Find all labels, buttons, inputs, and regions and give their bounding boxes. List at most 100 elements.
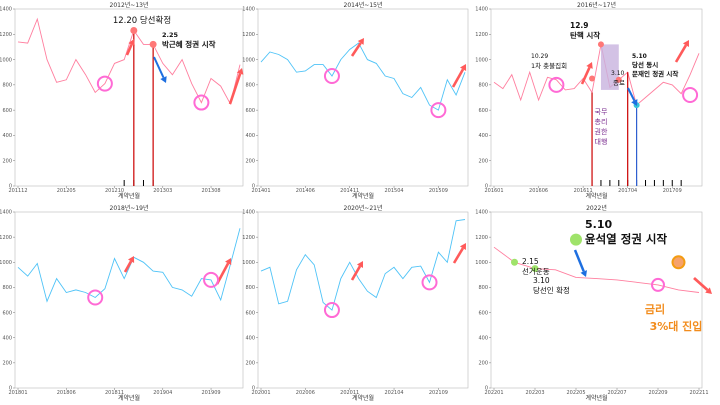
- arrow-shaft: [123, 260, 133, 273]
- arrow-head: [225, 258, 232, 265]
- event-marker: [597, 41, 604, 48]
- trend-arrow: [125, 39, 135, 56]
- x-tick-label: 202201: [484, 390, 503, 396]
- arrow-head: [236, 68, 244, 75]
- series-line: [493, 44, 700, 106]
- y-tick-label: 0: [9, 386, 12, 392]
- arrow-head: [128, 256, 135, 263]
- y-tick-label: 1200: [475, 235, 488, 241]
- highlight-circle: [548, 76, 565, 93]
- y-tick-label: 1400: [0, 7, 12, 13]
- x-tick-label: 201210: [105, 188, 124, 194]
- arrow-shaft: [573, 249, 585, 272]
- y-tick-label: 1200: [0, 235, 12, 241]
- annotation-label: 3.10: [611, 70, 625, 77]
- y-tick-label: 1000: [475, 260, 488, 266]
- trend-arrow: [350, 38, 364, 57]
- series-line: [260, 219, 466, 311]
- annotation-label: 탄핵 시작: [570, 30, 600, 40]
- y-tick-label: 1400: [242, 210, 255, 216]
- x-tick-label: 201308: [201, 188, 220, 194]
- y-tick-label: 400: [478, 133, 488, 139]
- x-axis-label: 계약년월: [118, 192, 140, 200]
- highlight-circle: [203, 271, 220, 288]
- series-line: [493, 246, 700, 293]
- y-tick-label: 600: [2, 310, 12, 316]
- highlight-circle: [193, 94, 210, 111]
- trend-arrow: [123, 256, 135, 273]
- y-tick-label: 200: [2, 158, 12, 164]
- highlight-circle: [421, 274, 438, 291]
- x-tick-label: 201611: [574, 188, 593, 194]
- chart-title: 2018년~19년: [110, 204, 149, 212]
- plot-frame: [14, 211, 244, 389]
- x-tick-label: 201504: [384, 188, 403, 194]
- x-tick-label: 202209: [648, 390, 667, 396]
- y-tick-label: 0: [252, 184, 255, 190]
- series-line: [260, 42, 466, 111]
- y-tick-label: 200: [2, 361, 12, 367]
- trend-arrow: [228, 68, 244, 105]
- x-tick-label: 201406: [296, 188, 315, 194]
- chart-title: 2014년~15년: [344, 1, 383, 9]
- y-tick-label: 800: [245, 285, 255, 291]
- y-tick-label: 800: [478, 83, 488, 89]
- x-tick-label: 201709: [663, 188, 682, 194]
- arrow-head: [357, 38, 364, 45]
- y-tick-label: 0: [485, 386, 488, 392]
- arrow-head: [705, 287, 712, 294]
- arrow-shaft: [452, 247, 465, 264]
- highlight-circle: [87, 289, 104, 306]
- arrow-head: [631, 99, 638, 106]
- y-tick-label: 600: [245, 108, 255, 114]
- y-tick-label: 0: [485, 184, 488, 190]
- arrow-shaft: [451, 68, 465, 88]
- x-tick-label: 201303: [153, 188, 172, 194]
- y-tick-label: 400: [245, 133, 255, 139]
- plot-frame: [14, 8, 244, 187]
- arrow-shaft: [228, 73, 242, 105]
- plot-frame: [490, 8, 703, 187]
- annotation-label: 금리: [645, 302, 665, 316]
- y-tick-label: 600: [478, 108, 488, 114]
- arrow-shaft: [674, 44, 688, 63]
- y-tick-label: 600: [2, 108, 12, 114]
- x-tick-label: 202109: [429, 390, 448, 396]
- y-tick-label: 1200: [242, 32, 255, 38]
- x-axis-label: 계약년월: [352, 192, 374, 200]
- annotation-label: 1차 촛불집회: [531, 61, 567, 70]
- y-tick-label: 200: [245, 158, 255, 164]
- y-tick-label: 1000: [0, 260, 12, 266]
- arrow-head: [682, 40, 689, 47]
- x-tick-label: 202211: [689, 390, 708, 396]
- event-marker: [531, 265, 539, 273]
- highlight-circle: [323, 302, 340, 319]
- highlight-circle: [430, 102, 447, 119]
- interim-period-box: [600, 44, 619, 90]
- y-tick-label: 800: [2, 285, 12, 291]
- y-tick-label: 200: [245, 361, 255, 367]
- x-tick-label: 201411: [340, 188, 359, 194]
- x-tick-label: 202203: [525, 390, 544, 396]
- annotation-label: 10.29: [531, 53, 548, 60]
- arrow-shaft: [350, 42, 362, 57]
- trend-arrow: [693, 276, 712, 294]
- x-tick-label: 201806: [57, 390, 76, 396]
- y-tick-label: 1200: [242, 235, 255, 241]
- chart-title: 2020년~21년: [344, 204, 383, 212]
- y-tick-label: 400: [478, 335, 488, 341]
- y-tick-label: 0: [252, 386, 255, 392]
- annotation-label: 권한: [595, 128, 608, 136]
- arrow-head: [459, 243, 466, 250]
- x-axis-label: 계약년월: [585, 394, 607, 402]
- x-tick-label: 201801: [8, 390, 27, 396]
- annotation-label: 2.15: [522, 257, 539, 266]
- arrow-head: [580, 270, 587, 277]
- x-tick-label: 201904: [153, 390, 172, 396]
- x-tick-label: 201601: [484, 188, 503, 194]
